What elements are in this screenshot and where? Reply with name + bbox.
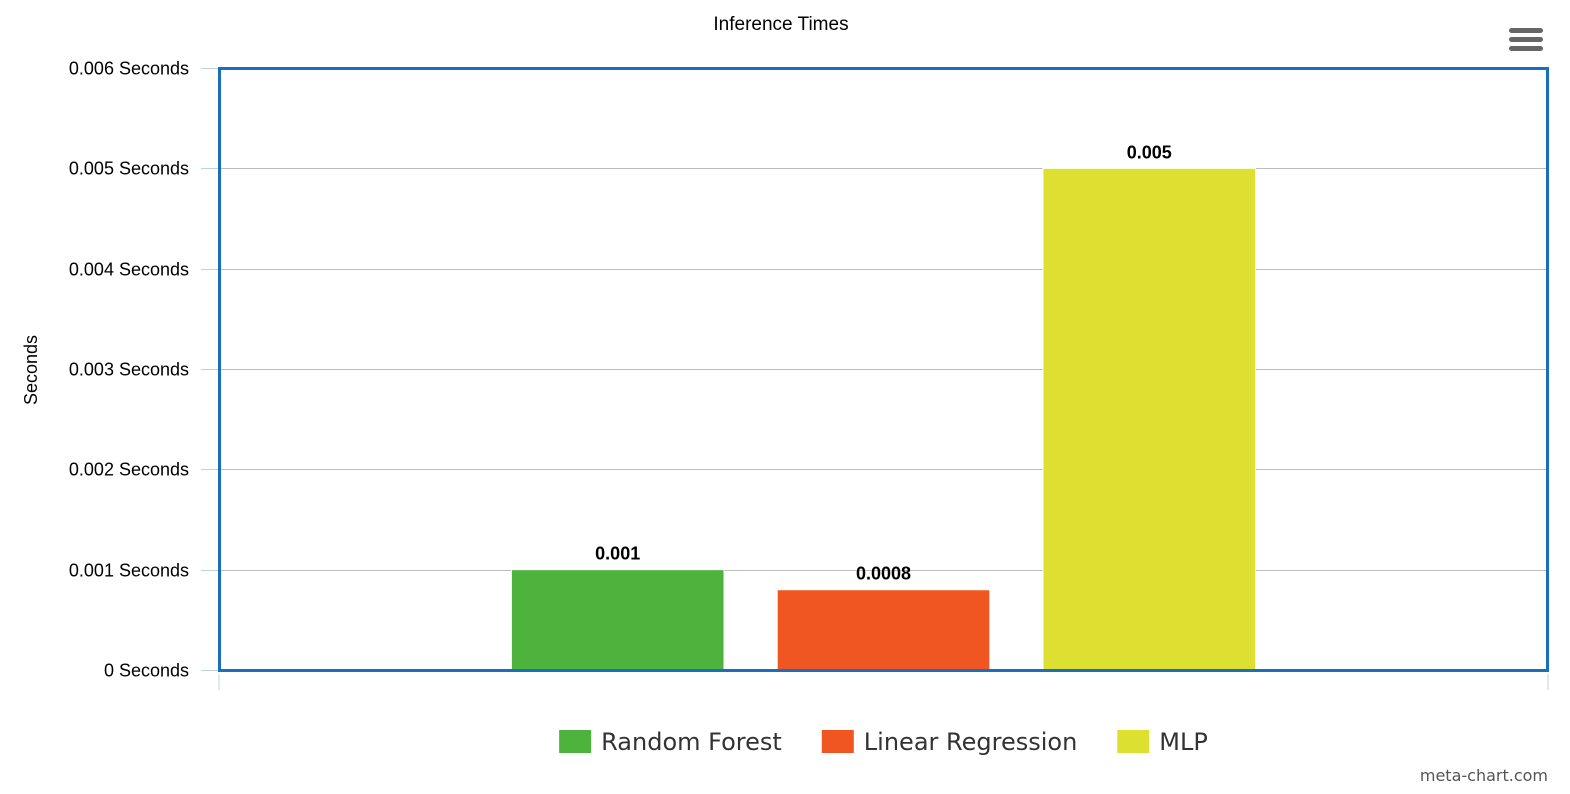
data-label: 0.001 (595, 544, 640, 564)
legend-item-random-forest[interactable]: Random Forest (559, 728, 782, 756)
data-label: 0.005 (1127, 142, 1172, 162)
x-axis (218, 674, 1549, 690)
y-tick-label: 0.006 Seconds (69, 59, 189, 79)
bar-mlp[interactable] (1042, 167, 1257, 671)
chart-title: Inference Times (713, 14, 848, 35)
bar-linear-regression[interactable] (776, 589, 991, 671)
plot-area-border (218, 67, 1549, 672)
legend-item-linear-regression[interactable]: Linear Regression (821, 728, 1078, 756)
legend-swatch (821, 730, 854, 753)
y-tick-label: 0.005 Seconds (69, 159, 189, 179)
data-label: 0.0008 (856, 564, 911, 584)
hamburger-menu-icon[interactable] (1506, 24, 1546, 56)
legend-swatch (559, 730, 592, 753)
legend: Random Forest Linear Regression MLP (559, 728, 1208, 756)
y-tick-label: 0.001 Seconds (69, 561, 189, 581)
y-tick-label: 0.004 Seconds (69, 260, 189, 280)
y-axis-title: Seconds (21, 335, 41, 405)
legend-label: MLP (1159, 728, 1208, 756)
legend-label: Linear Regression (864, 728, 1078, 756)
bars (510, 167, 1257, 671)
y-axis-ticks: 0 Seconds 0.001 Seconds 0.002 Seconds 0.003… (69, 59, 219, 681)
legend-item-mlp[interactable]: MLP (1117, 728, 1208, 756)
data-labels: 0.001 0.0008 0.005 (595, 142, 1172, 583)
y-tick-label: 0.002 Seconds (69, 460, 189, 480)
y-tick-label: 0.003 Seconds (69, 360, 189, 380)
legend-label: Random Forest (601, 728, 782, 756)
bar-random-forest[interactable] (510, 569, 725, 671)
watermark: meta-chart.com (1419, 766, 1548, 785)
y-tick-label: 0 Seconds (104, 661, 189, 681)
legend-swatch (1117, 730, 1150, 753)
